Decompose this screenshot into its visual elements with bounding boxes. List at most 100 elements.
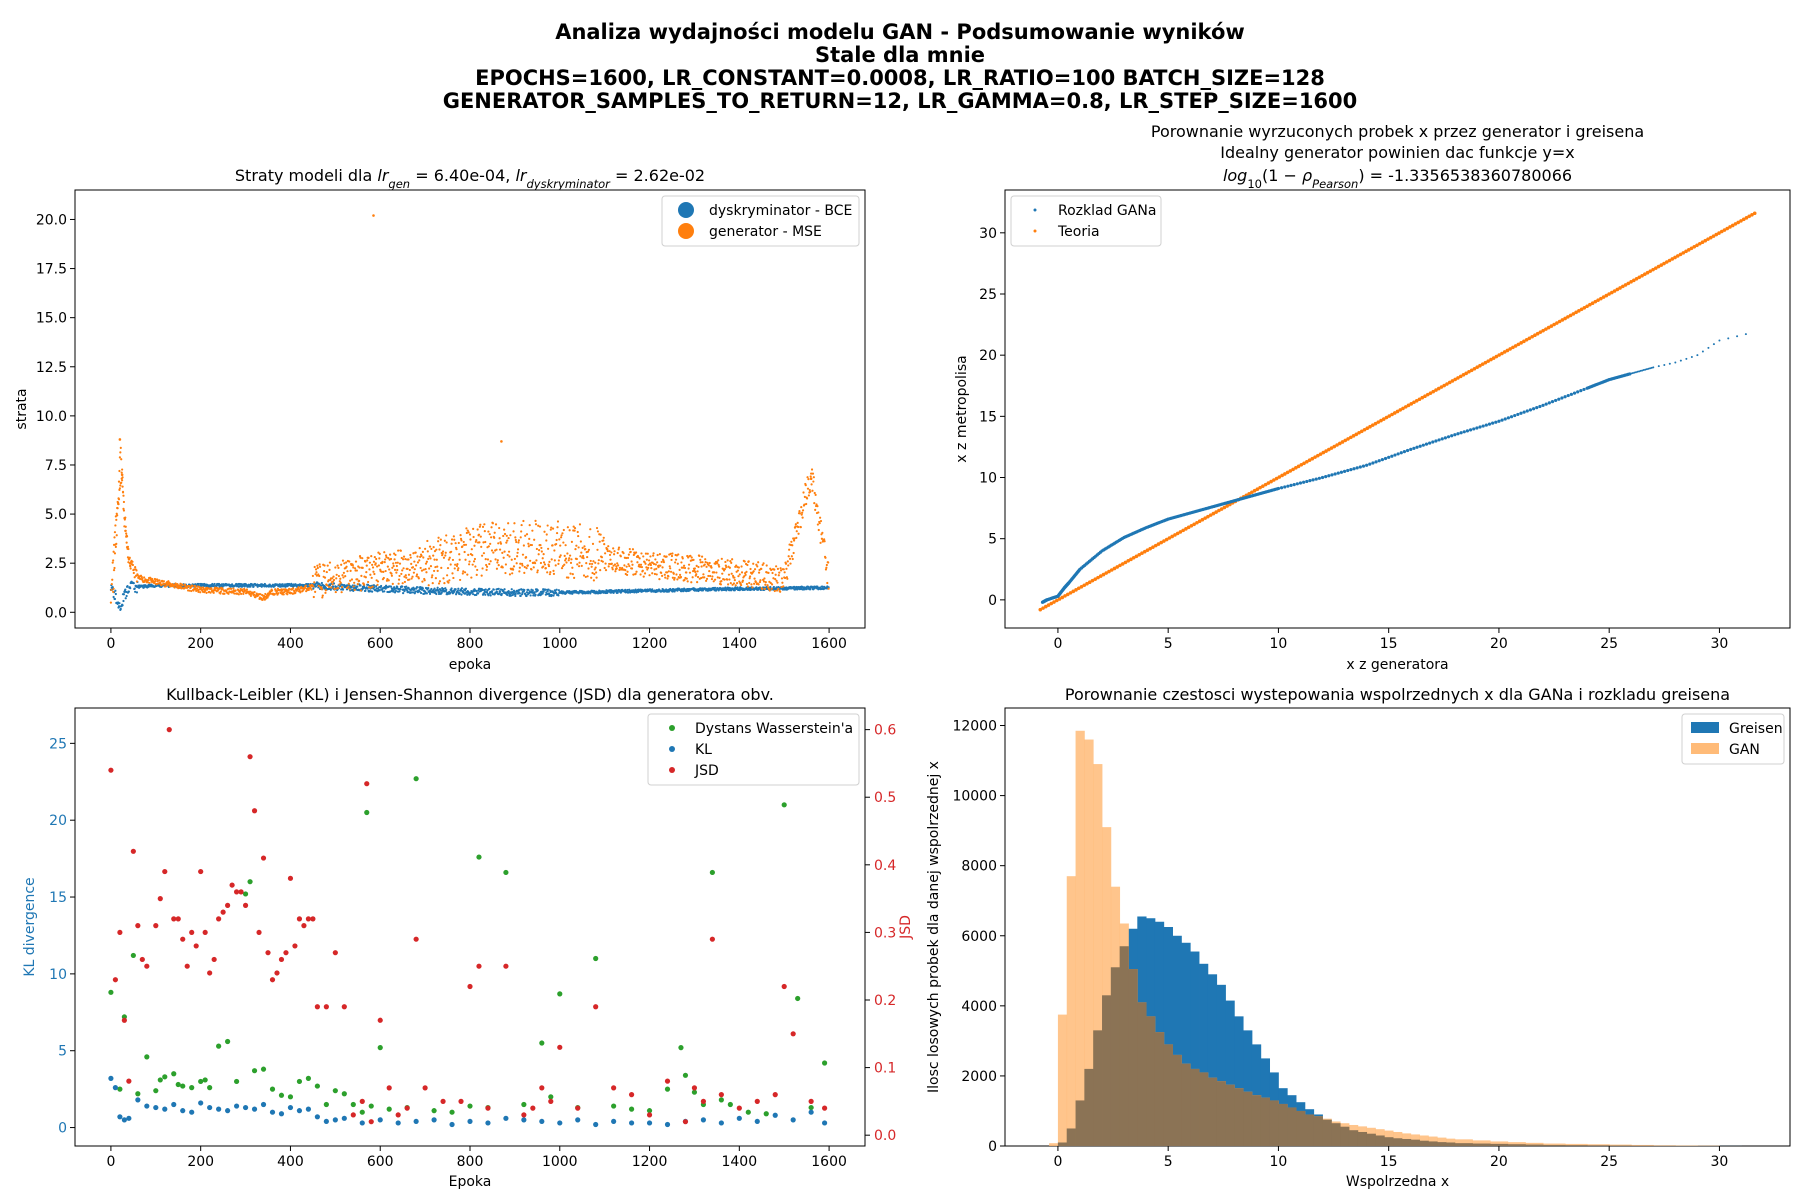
div-point xyxy=(332,1088,338,1094)
qq-gan-point xyxy=(1727,337,1730,340)
hist-overlap-bar xyxy=(1348,1130,1359,1146)
loss-gen-point xyxy=(368,561,372,564)
qq-teoria-point xyxy=(1071,589,1076,594)
loss-gen-point xyxy=(330,586,333,589)
loss-gen-point xyxy=(535,547,538,551)
loss-disc-point xyxy=(541,592,544,595)
qq-teoria-point xyxy=(1225,504,1229,508)
loss-gen-point xyxy=(707,564,710,567)
qq-teoria-point xyxy=(1131,556,1136,560)
loss-gen-point xyxy=(557,559,560,562)
qq-gan-point xyxy=(1631,372,1634,375)
loss-gen-point xyxy=(766,586,770,589)
loss-gen-point xyxy=(579,555,582,558)
loss-gen-point xyxy=(372,570,375,573)
loss-gen-point xyxy=(655,567,658,570)
loss-gen-point xyxy=(603,542,606,546)
qq-teoria-point xyxy=(1524,337,1529,342)
loss-gen-point xyxy=(667,570,670,573)
loss-disc-point xyxy=(557,594,560,597)
loss-disc-point xyxy=(821,585,824,588)
loss-gen-point xyxy=(827,561,830,564)
loss-gen-point xyxy=(642,575,645,578)
loss-gen-point xyxy=(779,590,782,593)
loss-gen-point xyxy=(628,547,631,551)
loss-gen-point xyxy=(560,567,564,570)
loss-gen-point xyxy=(539,544,542,547)
loss-disc-point xyxy=(683,587,686,590)
loss-gen-point xyxy=(490,549,494,552)
qq-xtick-label: 25 xyxy=(1600,636,1618,652)
div-point xyxy=(323,1118,329,1125)
qq-gan-point xyxy=(1358,465,1362,469)
loss-gen-point xyxy=(638,557,641,560)
loss-gen-point xyxy=(750,583,753,586)
qq-teoria-point xyxy=(1324,449,1328,453)
div-point xyxy=(485,1105,491,1111)
loss-gen-point xyxy=(429,564,433,568)
div-point xyxy=(763,1111,769,1117)
loss-gen-point xyxy=(376,583,379,586)
loss-gen-point xyxy=(114,545,117,549)
loss-gen-point xyxy=(700,576,703,580)
qq-teoria-point xyxy=(1170,534,1174,539)
div-point xyxy=(216,1043,222,1049)
qq-gan-point xyxy=(1368,462,1372,466)
loss-gen-point xyxy=(129,561,132,565)
loss-gen-point xyxy=(640,552,643,555)
hist-gan-bar xyxy=(1075,730,1085,1146)
loss-gen-point xyxy=(694,570,697,574)
loss-gen-point xyxy=(197,588,200,591)
qq-teoria-point xyxy=(1129,557,1133,562)
loss-gen-point xyxy=(505,534,508,537)
qq-gan-point xyxy=(1633,371,1636,374)
div-xtick-label: 1400 xyxy=(721,1154,757,1170)
div-point xyxy=(795,995,801,1002)
loss-gen-point xyxy=(746,585,749,588)
loss-gen-point xyxy=(336,564,339,567)
qq-gan-point xyxy=(1336,471,1340,475)
qq-teoria-point xyxy=(1379,418,1383,423)
loss-gen-point xyxy=(556,526,559,529)
loss-gen-point xyxy=(174,582,177,585)
div-point xyxy=(754,1098,760,1104)
qq-gan-point xyxy=(1396,452,1400,456)
loss-gen-point xyxy=(651,572,654,575)
qq-teoria-point xyxy=(1522,339,1526,344)
loss-gen-point xyxy=(740,565,743,568)
hist-gan-bar xyxy=(1525,1142,1544,1146)
loss-gen-point xyxy=(331,583,334,586)
qq-teoria-point xyxy=(1585,304,1589,309)
loss-gen-point xyxy=(493,536,496,539)
loss-gen-point xyxy=(125,532,128,535)
div-point xyxy=(233,889,240,895)
loss-gen-point xyxy=(808,488,811,492)
loss-gen-point xyxy=(505,541,508,544)
div-title: Kullback-Leibler (KL) i Jensen-Shannon d… xyxy=(166,685,774,704)
loss-gen-point xyxy=(519,536,522,539)
qq-teoria-point xyxy=(1321,450,1326,455)
div-point xyxy=(772,1112,778,1118)
loss-disc-point xyxy=(555,591,558,595)
hist-overlap-bar xyxy=(1393,1138,1403,1146)
qq-teoria-point xyxy=(1381,417,1386,421)
loss-gen-point xyxy=(496,561,499,564)
qq-ytick-label: 15 xyxy=(979,409,997,425)
loss-gen-point xyxy=(313,565,316,569)
loss-disc-point xyxy=(427,586,430,590)
loss-gen-point xyxy=(548,560,551,563)
loss-gen-point xyxy=(311,574,314,578)
qq-teoria-point xyxy=(1093,577,1098,581)
loss-gen-point xyxy=(116,507,119,510)
loss-gen-point xyxy=(129,567,132,570)
loss-gen-point xyxy=(153,581,156,585)
loss-gen-point xyxy=(511,572,514,575)
loss-legend-marker xyxy=(678,223,694,239)
div-point xyxy=(395,1120,401,1126)
loss-gen-point xyxy=(490,526,493,529)
div-point xyxy=(180,1083,186,1089)
loss-gen-point xyxy=(711,575,714,578)
loss-gen-point xyxy=(438,580,442,583)
div-point xyxy=(157,1077,163,1083)
loss-gen-point xyxy=(148,581,151,585)
